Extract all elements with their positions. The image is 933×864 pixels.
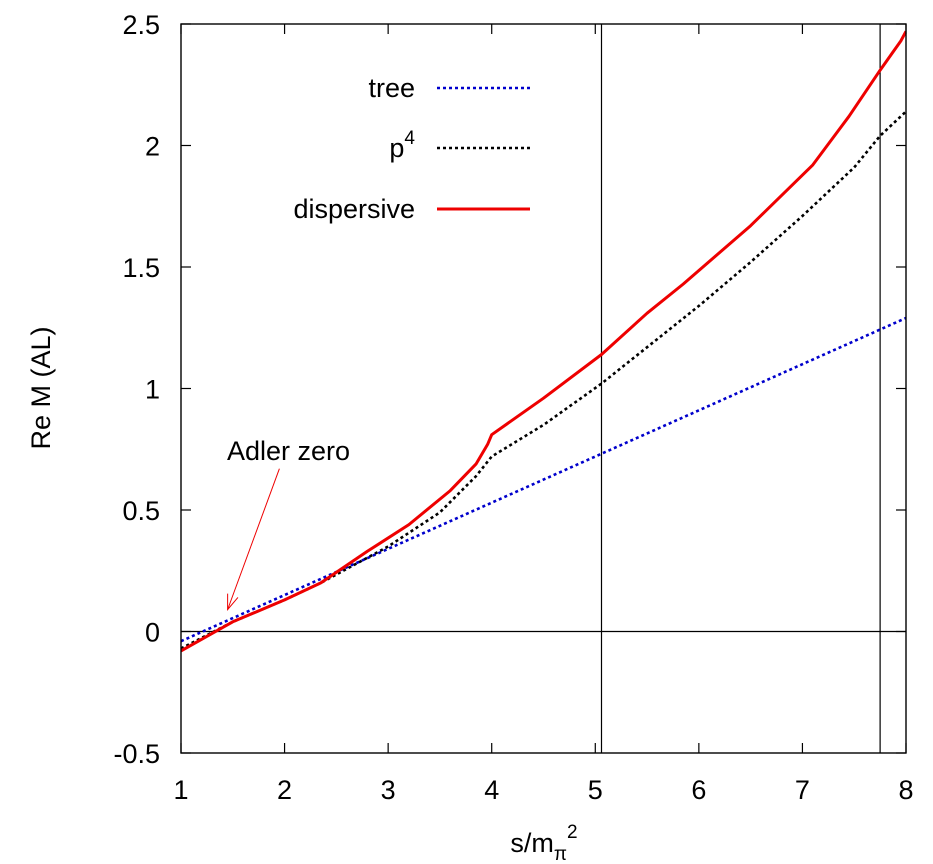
- adler-zero-annotation: Adler zero: [227, 436, 350, 611]
- x-tick-label: 4: [484, 775, 499, 805]
- x-tick-label: 3: [381, 775, 396, 805]
- y-tick-label: 1: [145, 375, 160, 405]
- series-line-p: [181, 110, 906, 650]
- x-tick-label: 2: [277, 775, 292, 805]
- x-axis-ticks: 1 2 3 4 5 6 7 8: [173, 24, 914, 805]
- x-tick-label: 5: [588, 775, 603, 805]
- y-tick-label: 2.5: [122, 10, 160, 40]
- legend-label-tree: tree: [368, 73, 415, 103]
- y-tick-label: 0: [145, 618, 160, 648]
- legend-label-p: p4: [389, 128, 415, 163]
- y-tick-label: -0.5: [113, 739, 160, 769]
- annotation-arrow: [227, 468, 280, 610]
- x-axis-label-subscript: π: [554, 844, 567, 864]
- reference-lines: [181, 24, 906, 753]
- x-tick-label: 7: [795, 775, 810, 805]
- x-axis-label: s/mπ2: [510, 822, 577, 864]
- x-tick-label: 1: [173, 775, 188, 805]
- annotation-arrowhead: [227, 593, 239, 611]
- y-axis-label: Re M (AL): [26, 326, 56, 449]
- x-tick-label: 8: [898, 775, 913, 805]
- series-line-tree: [181, 316, 906, 643]
- series-line-dispersive: [181, 30, 906, 653]
- x-axis-label-superscript: 2: [567, 822, 578, 843]
- x-axis-label-main: s/m: [510, 828, 554, 858]
- y-tick-label: 1.5: [122, 253, 160, 283]
- legend: tree p4 dispersive: [293, 73, 530, 224]
- annotation-text: Adler zero: [227, 436, 350, 466]
- x-tick-label: 6: [691, 775, 706, 805]
- y-axis-ticks: -0.5 0 0.5 1 1.5 2 2.5: [113, 10, 906, 769]
- plot-frame: [180, 23, 907, 754]
- series-layer: [181, 30, 906, 653]
- legend-label-dispersive: dispersive: [293, 194, 415, 224]
- y-tick-label: 2: [145, 132, 160, 162]
- y-tick-label: 0.5: [122, 496, 160, 526]
